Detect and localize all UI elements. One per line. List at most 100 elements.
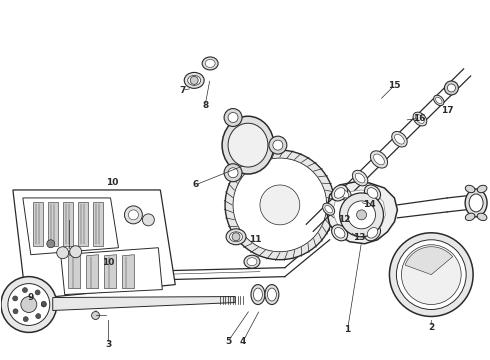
- Ellipse shape: [365, 225, 381, 241]
- Ellipse shape: [188, 75, 201, 85]
- Ellipse shape: [184, 72, 204, 88]
- Text: 8: 8: [202, 101, 208, 110]
- Text: 16: 16: [413, 114, 426, 123]
- Circle shape: [340, 193, 384, 237]
- Circle shape: [13, 309, 18, 314]
- Polygon shape: [53, 297, 235, 310]
- Polygon shape: [327, 182, 397, 244]
- Polygon shape: [63, 202, 73, 246]
- Circle shape: [225, 150, 335, 260]
- Ellipse shape: [334, 228, 345, 238]
- Text: 10: 10: [102, 258, 115, 267]
- Ellipse shape: [338, 187, 351, 201]
- Circle shape: [124, 206, 143, 224]
- Circle shape: [357, 210, 367, 220]
- Ellipse shape: [340, 189, 349, 198]
- Circle shape: [396, 240, 466, 310]
- Ellipse shape: [268, 288, 276, 301]
- Circle shape: [143, 214, 154, 226]
- Polygon shape: [93, 202, 102, 246]
- Ellipse shape: [394, 134, 404, 144]
- Circle shape: [36, 314, 41, 319]
- Ellipse shape: [367, 228, 378, 238]
- Circle shape: [41, 301, 46, 306]
- Wedge shape: [405, 247, 453, 275]
- Ellipse shape: [352, 170, 368, 186]
- Ellipse shape: [477, 185, 487, 193]
- Text: 3: 3: [105, 340, 112, 349]
- Ellipse shape: [251, 285, 265, 305]
- Ellipse shape: [436, 97, 442, 104]
- Circle shape: [41, 302, 46, 307]
- Text: 17: 17: [441, 106, 454, 115]
- Ellipse shape: [226, 229, 246, 245]
- Text: 1: 1: [344, 325, 351, 334]
- Text: 9: 9: [27, 293, 34, 302]
- Circle shape: [21, 297, 37, 312]
- Ellipse shape: [466, 213, 475, 221]
- Ellipse shape: [244, 255, 260, 268]
- Ellipse shape: [370, 151, 388, 168]
- Circle shape: [8, 284, 50, 325]
- Circle shape: [260, 185, 300, 225]
- Circle shape: [190, 76, 198, 84]
- Circle shape: [447, 84, 455, 92]
- Circle shape: [228, 168, 238, 178]
- Ellipse shape: [202, 57, 218, 70]
- Polygon shape: [13, 190, 175, 300]
- Circle shape: [224, 164, 242, 182]
- Ellipse shape: [322, 203, 335, 215]
- Text: 2: 2: [428, 323, 435, 332]
- Text: 4: 4: [240, 337, 246, 346]
- Polygon shape: [104, 255, 117, 289]
- Ellipse shape: [265, 285, 279, 305]
- Circle shape: [232, 233, 240, 241]
- Ellipse shape: [253, 288, 263, 301]
- Ellipse shape: [228, 123, 268, 167]
- Circle shape: [70, 246, 82, 258]
- Text: 11: 11: [249, 235, 261, 244]
- Text: 5: 5: [225, 337, 231, 346]
- Circle shape: [92, 311, 99, 319]
- Circle shape: [13, 296, 18, 301]
- Polygon shape: [69, 255, 81, 289]
- Ellipse shape: [477, 213, 487, 221]
- Circle shape: [269, 136, 287, 154]
- Polygon shape: [61, 248, 162, 294]
- Ellipse shape: [222, 116, 274, 174]
- Ellipse shape: [416, 115, 424, 123]
- Ellipse shape: [392, 131, 407, 147]
- Ellipse shape: [465, 189, 487, 217]
- Text: 12: 12: [339, 215, 351, 224]
- Text: 10: 10: [106, 179, 119, 188]
- Ellipse shape: [332, 185, 348, 201]
- Circle shape: [401, 245, 461, 305]
- Circle shape: [228, 113, 238, 122]
- Ellipse shape: [332, 225, 348, 241]
- Ellipse shape: [469, 194, 483, 212]
- Circle shape: [1, 276, 57, 332]
- Ellipse shape: [466, 185, 475, 193]
- Text: 13: 13: [353, 233, 366, 242]
- Ellipse shape: [434, 95, 444, 105]
- Circle shape: [128, 210, 138, 220]
- Polygon shape: [33, 202, 43, 246]
- Ellipse shape: [365, 185, 381, 201]
- Text: 15: 15: [388, 81, 401, 90]
- Ellipse shape: [325, 206, 332, 213]
- Circle shape: [23, 317, 28, 321]
- Ellipse shape: [374, 154, 384, 165]
- Text: 7: 7: [179, 86, 185, 95]
- Text: 14: 14: [363, 201, 376, 210]
- Ellipse shape: [247, 258, 257, 266]
- Circle shape: [233, 158, 327, 252]
- Circle shape: [390, 233, 473, 316]
- Circle shape: [273, 140, 283, 150]
- Polygon shape: [23, 198, 119, 255]
- Text: 6: 6: [192, 180, 198, 189]
- Circle shape: [347, 201, 375, 229]
- Ellipse shape: [229, 232, 243, 242]
- Polygon shape: [122, 255, 134, 289]
- Polygon shape: [87, 255, 98, 289]
- Ellipse shape: [413, 112, 427, 126]
